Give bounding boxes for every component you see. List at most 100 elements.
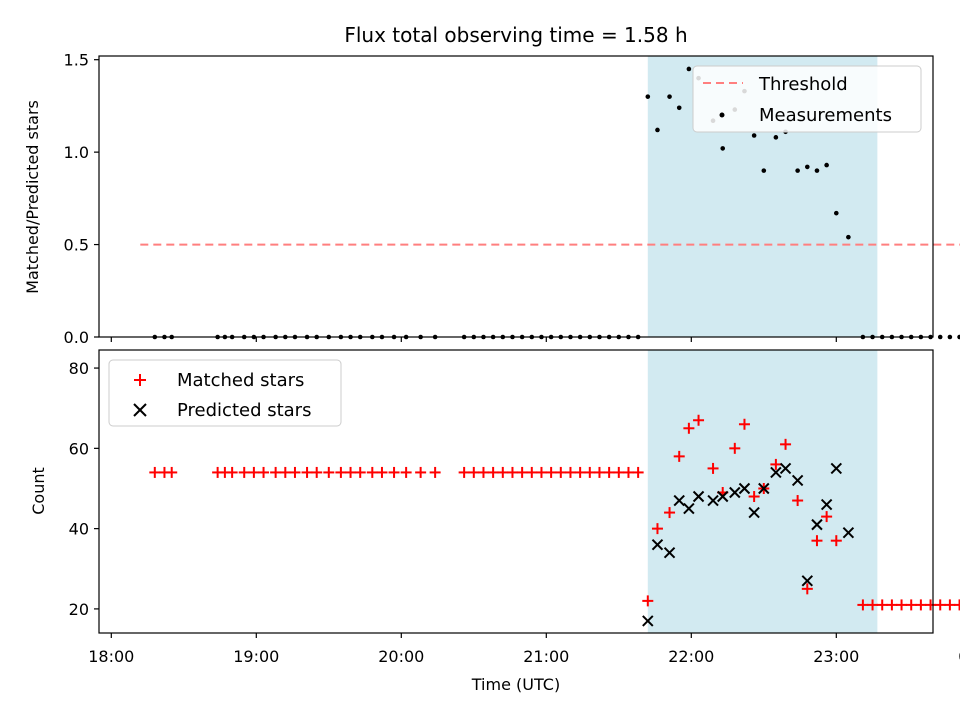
matched-point [366,466,378,478]
matched-point [166,466,178,478]
matched-point [584,466,596,478]
matched-point [925,599,937,611]
y-tick-label: 80 [69,359,89,378]
matched-point [673,450,685,462]
matched-point [279,466,291,478]
matched-point [487,466,499,478]
matched-point [811,535,823,547]
predicted-point [692,490,705,503]
matched-point [867,599,879,611]
matched-point [915,599,927,611]
measurement-point [751,133,757,138]
top-y-ticks: 0.0 0.5 1.0 1.5 [64,51,99,347]
matched-point [934,599,946,611]
matched-point [905,599,917,611]
legend-measurements-label: Measurements [759,105,892,126]
top-legend-box [692,65,922,133]
y-tick-label: 1.5 [64,51,89,70]
legend-threshold-label: Threshold [758,74,848,95]
bottom-legend: Matched stars Predicted stars [108,359,342,427]
legend-predicted-swatch [133,403,147,417]
x-tick-label: 22:00 [668,647,714,666]
measurement-point [824,162,829,168]
matched-point [830,535,842,547]
predicted-point [729,486,741,499]
top-panel: 0.0 0.5 1.0 1.5 Matched/Predicted stars Thr… [23,51,960,347]
matched-point [248,466,260,478]
matched-point [415,466,427,478]
matched-point [886,599,898,611]
matched-point [792,495,804,507]
matched-point [896,599,908,611]
measurement-point [676,105,682,111]
matched-point [555,466,567,478]
chart-title: Flux total observing time = 1.58 h [344,23,687,47]
x-tick-label: 18:00 [88,647,134,666]
legend-measurements-swatch [719,112,725,118]
bottom-y-axis-label: Count [29,467,48,515]
matched-point [801,583,813,595]
matched-point [642,595,654,607]
matched-point [876,599,888,611]
matched-point [593,466,605,478]
legend-matched-label: Matched stars [177,370,304,391]
predicted-point [830,462,843,475]
bottom-panel: 20 40 60 80 18:00 19:00 20:00 21:00 22:00 23:00 0… [29,349,960,694]
matched-point [748,491,760,503]
matched-point [693,414,705,426]
matched-point [149,466,161,478]
matched-point [376,466,388,478]
predicted-point [663,547,676,559]
predicted-point [642,615,654,627]
x-tick-label: 21:00 [523,647,569,666]
measurement-point [834,210,839,216]
predicted-point [651,538,664,551]
top-x-ticks [110,337,837,342]
measurement-point [686,66,692,72]
matched-point [354,466,366,478]
matched-point [603,466,615,478]
matched-point [622,466,634,478]
x-tick-label: 00:00 [958,647,960,666]
x-axis-label: Time (UTC) [471,675,560,694]
measurement-point [655,127,660,133]
bottom-span-region [647,350,878,633]
bottom-x-ticks: 18:0019:0020:0021:0022:0023:0000:0001:00… [88,633,960,666]
top-y-axis-label: Matched/Predicted stars [23,100,42,294]
x-tick-label: 23:00 [813,647,859,666]
matched-point [270,466,282,478]
legend-matched-swatch [134,374,146,386]
predicted-point [842,526,855,539]
x-tick-label: 19:00 [233,647,279,666]
top-legend: Threshold Measurements [692,65,922,133]
matched-point [574,466,586,478]
matched-point [345,466,357,478]
matched-point [388,466,400,478]
y-tick-label: 40 [69,520,89,539]
matched-point [564,466,576,478]
predicted-point [770,466,782,479]
measurement-point [814,168,820,173]
matched-point [516,466,528,478]
matched-point [857,599,869,611]
measurement-point [773,135,779,140]
bottom-legend-box [108,359,342,427]
predicted-point [748,506,760,519]
y-tick-label: 20 [69,600,89,619]
matched-point [226,466,238,478]
measurement-point [957,334,960,340]
matched-point [780,438,792,450]
matched-point [429,466,441,478]
matched-point [323,466,335,478]
matched-point [729,442,741,454]
matched-point [651,523,663,535]
measurement-point [937,334,943,340]
matched-point [238,466,250,478]
matched-point [506,466,518,478]
y-tick-label: 60 [69,439,89,458]
matched-point [458,466,470,478]
matched-point [770,458,782,470]
matched-point [477,466,489,478]
matched-point [400,466,412,478]
